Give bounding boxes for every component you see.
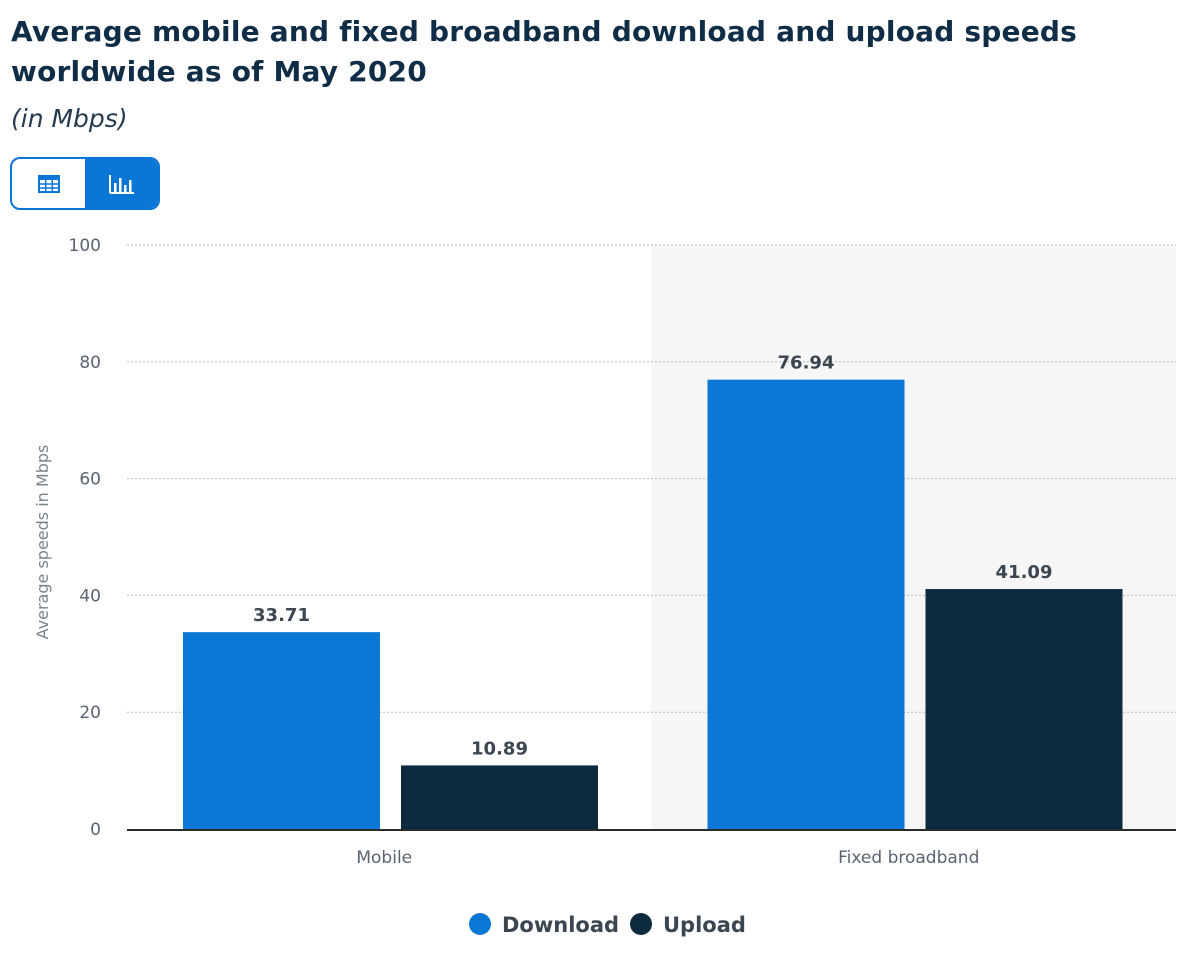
legend-label: Upload	[663, 913, 746, 937]
y-axis-title: Average speeds in Mbps	[33, 445, 52, 640]
x-tick-label: Mobile	[356, 848, 412, 868]
bar-value-label: 76.94	[778, 353, 835, 374]
chart-view-button[interactable]	[85, 159, 158, 208]
bar-chart-icon	[108, 174, 134, 194]
chart-subtitle: (in Mbps)	[11, 104, 128, 133]
bar-value-label: 10.89	[471, 738, 528, 759]
table-view-button[interactable]	[12, 159, 85, 208]
table-icon	[37, 174, 60, 193]
y-tick-label: 80	[79, 353, 101, 373]
legend-item-upload[interactable]: Upload	[630, 913, 746, 937]
y-tick-label: 40	[79, 586, 101, 606]
bar-chart: 0 20 40 60 80 100 Average speeds in Mbps 33.7…	[33, 236, 1176, 937]
y-tick-label: 20	[79, 703, 101, 723]
legend-marker	[630, 913, 652, 935]
bar-upload-mobile[interactable]	[401, 765, 598, 829]
bar-value-label: 41.09	[996, 562, 1053, 583]
legend-item-download[interactable]: Download	[469, 913, 619, 937]
y-tick-label: 60	[79, 470, 101, 490]
legend-label: Download	[502, 913, 619, 937]
x-axis-ticks: Mobile Fixed broadband	[356, 848, 979, 868]
x-tick-label: Fixed broadband	[838, 848, 979, 868]
chart-title: Average mobile and fixed broadband downl…	[11, 15, 1078, 88]
grid-lines	[127, 244, 1176, 713]
y-axis-ticks: 0 20 40 60 80 100	[69, 236, 101, 840]
legend-marker	[469, 913, 491, 935]
bar-upload-fixed-broadband[interactable]	[925, 589, 1123, 829]
y-tick-label: 100	[69, 236, 101, 256]
bar-value-label: 33.71	[253, 605, 310, 626]
view-toggle	[10, 157, 160, 210]
bar-labels: 33.71 10.89 76.94 41.09	[253, 353, 1052, 760]
y-tick-label: 0	[90, 820, 101, 840]
legend: Download Upload	[469, 913, 746, 937]
bar-download-mobile[interactable]	[183, 632, 380, 829]
bar-download-fixed-broadband[interactable]	[707, 379, 905, 829]
bars	[183, 379, 1123, 829]
